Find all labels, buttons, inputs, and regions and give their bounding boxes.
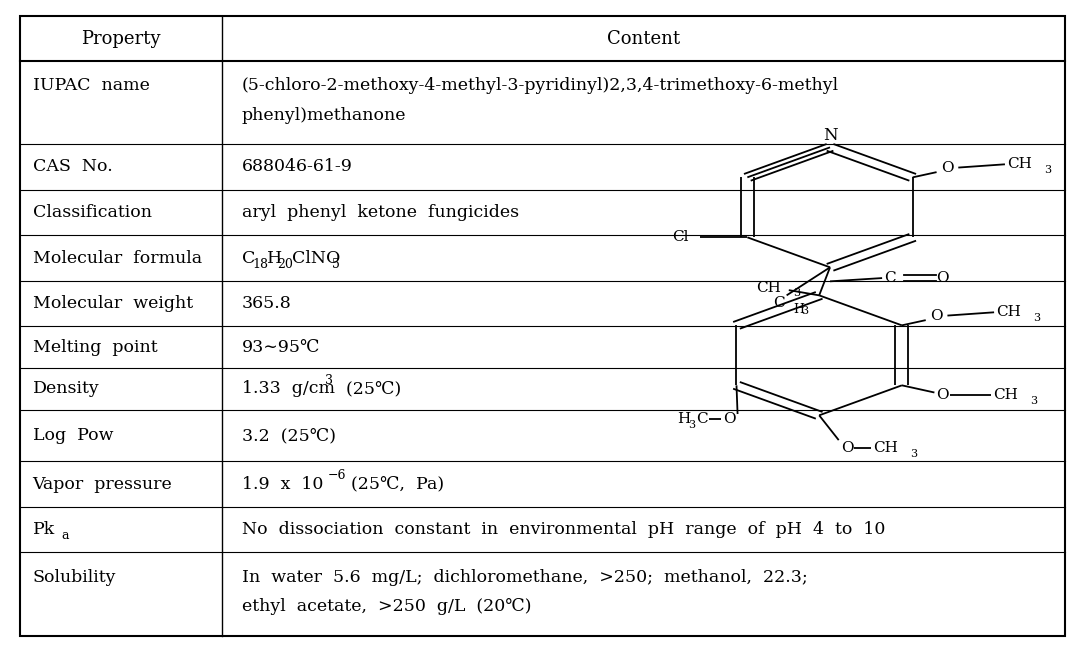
Text: 93∼95℃: 93∼95℃ [242, 339, 320, 356]
Text: phenyl)methanone: phenyl)methanone [242, 106, 407, 123]
Text: CH: CH [873, 441, 898, 455]
Text: 3: 3 [1030, 396, 1037, 406]
Text: CH: CH [996, 305, 1021, 319]
Text: 3: 3 [793, 288, 801, 299]
Text: Solubility: Solubility [33, 569, 116, 586]
Text: IUPAC  name: IUPAC name [33, 78, 150, 95]
Text: Melting  point: Melting point [33, 339, 157, 356]
Text: C: C [884, 271, 896, 285]
Text: CAS  No.: CAS No. [33, 158, 113, 175]
Text: 18: 18 [252, 258, 268, 271]
Text: (25℃,  Pa): (25℃, Pa) [340, 475, 444, 492]
Text: 20: 20 [277, 258, 293, 271]
Text: ethyl  acetate,  >250  g/L  (20℃): ethyl acetate, >250 g/L (20℃) [242, 598, 532, 615]
Text: Classification: Classification [33, 204, 152, 221]
Text: aryl  phenyl  ketone  fungicides: aryl phenyl ketone fungicides [242, 204, 519, 221]
Text: O: O [941, 160, 954, 175]
Text: −6: −6 [328, 469, 346, 482]
Text: Property: Property [81, 29, 161, 48]
Text: Pk: Pk [33, 521, 55, 538]
Text: a: a [62, 529, 69, 542]
Text: No  dissociation  constant  in  environmental  pH  range  of  pH  4  to  10: No dissociation constant in environmenta… [242, 521, 885, 538]
Text: CH: CH [993, 388, 1018, 402]
Text: C: C [242, 250, 255, 267]
Text: Content: Content [608, 29, 680, 48]
Text: (5-chloro-2-methoxy-4-methyl-3-pyridinyl)2,3,4-trimethoxy-6-methyl: (5-chloro-2-methoxy-4-methyl-3-pyridinyl… [242, 78, 839, 95]
Text: Log  Pow: Log Pow [33, 427, 113, 444]
Text: 3: 3 [910, 449, 918, 459]
Text: N: N [822, 127, 838, 144]
Text: O: O [936, 271, 949, 285]
Text: Molecular  formula: Molecular formula [33, 250, 202, 267]
Text: 3: 3 [326, 374, 333, 387]
Text: O: O [724, 412, 736, 426]
Text: O: O [841, 441, 854, 455]
Text: 5: 5 [332, 258, 341, 271]
Text: 3: 3 [688, 420, 694, 430]
Text: 3: 3 [1033, 313, 1041, 323]
Text: CH: CH [756, 280, 781, 295]
Text: H: H [677, 412, 690, 426]
Text: H: H [267, 250, 282, 267]
Text: H: H [793, 303, 804, 316]
Text: Vapor  pressure: Vapor pressure [33, 475, 173, 492]
Text: Cl: Cl [672, 230, 688, 244]
Text: 688046-61-9: 688046-61-9 [242, 158, 353, 175]
Text: CH: CH [1007, 157, 1032, 171]
Text: C: C [697, 412, 709, 426]
Text: ClNO: ClNO [292, 250, 340, 267]
Text: Density: Density [33, 380, 100, 398]
Text: 3: 3 [1044, 165, 1051, 175]
Text: O: O [930, 308, 943, 323]
Text: In  water  5.6  mg/L;  dichloromethane,  >250;  methanol,  22.3;: In water 5.6 mg/L; dichloromethane, >250… [242, 569, 807, 586]
Text: 3.2  (25℃): 3.2 (25℃) [242, 427, 336, 444]
Text: 1.9  x  10: 1.9 x 10 [242, 475, 323, 492]
Text: C: C [774, 296, 784, 310]
Text: 365.8: 365.8 [242, 295, 292, 312]
Text: Molecular  weight: Molecular weight [33, 295, 193, 312]
Text: 1.33  g/cm: 1.33 g/cm [242, 380, 335, 398]
Text: (25℃): (25℃) [335, 380, 401, 398]
Text: O: O [936, 388, 949, 402]
Text: 3: 3 [801, 306, 808, 316]
